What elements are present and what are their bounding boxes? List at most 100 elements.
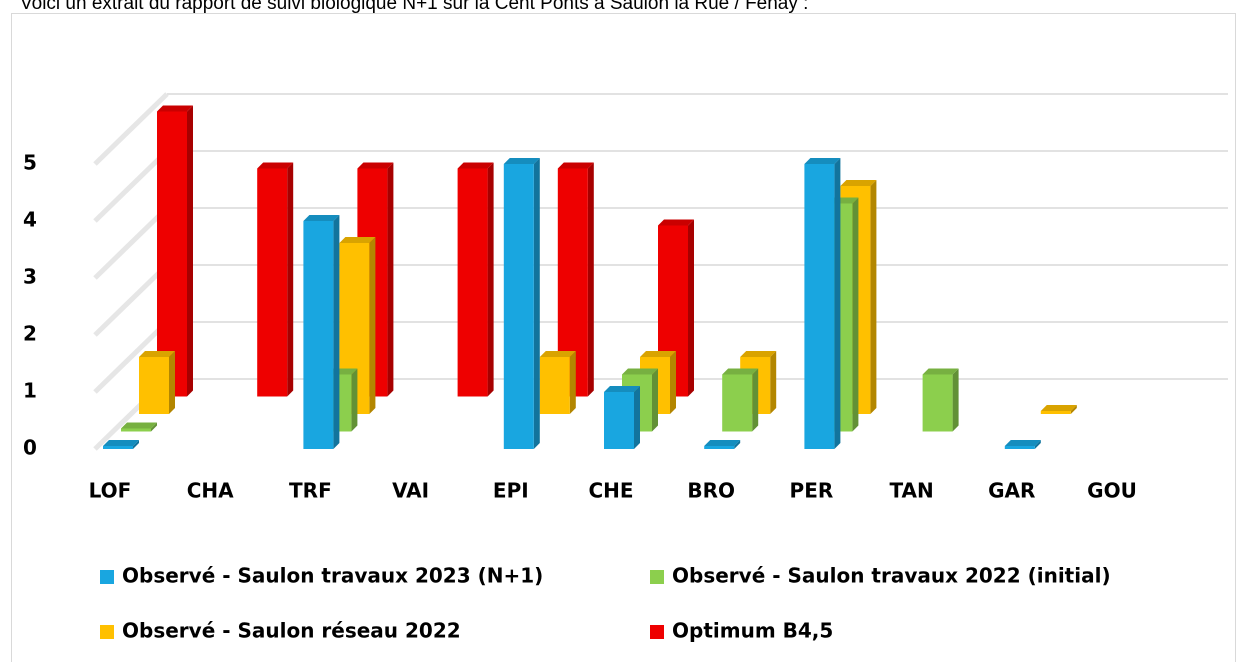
grid-line-side bbox=[93, 92, 169, 166]
bar-side bbox=[569, 351, 576, 414]
legend-swatch bbox=[100, 625, 114, 639]
bar bbox=[157, 105, 193, 397]
y-tick-label: 4 bbox=[23, 208, 37, 232]
bar-top bbox=[922, 368, 959, 375]
bar-side bbox=[752, 368, 759, 432]
legend-swatch bbox=[650, 570, 664, 584]
legend-swatch bbox=[650, 625, 664, 639]
bar-side bbox=[852, 197, 859, 432]
bar-top bbox=[139, 351, 175, 357]
bar-top bbox=[604, 386, 640, 392]
bar bbox=[922, 368, 959, 432]
bar bbox=[722, 368, 759, 432]
x-tick-label: TAN bbox=[889, 479, 933, 503]
bar-top bbox=[121, 422, 157, 429]
bar-side bbox=[734, 440, 741, 449]
bar-front bbox=[804, 164, 835, 449]
bar-front bbox=[121, 428, 151, 432]
grid-line-side bbox=[93, 149, 169, 223]
bar-side bbox=[634, 386, 640, 449]
bar-side bbox=[151, 422, 157, 432]
x-tick-label: EPI bbox=[493, 479, 529, 503]
bar-side bbox=[387, 162, 394, 397]
bar-front bbox=[139, 357, 169, 414]
x-tick-label: CHE bbox=[588, 479, 633, 503]
bar-top bbox=[840, 180, 877, 186]
bar bbox=[804, 158, 841, 449]
bar bbox=[139, 351, 175, 414]
bar-side bbox=[652, 368, 658, 432]
bar bbox=[457, 162, 494, 397]
bar bbox=[704, 440, 741, 449]
y-tick-label: 5 bbox=[23, 151, 37, 175]
bar bbox=[539, 351, 576, 414]
bar bbox=[604, 386, 640, 449]
bar-front bbox=[303, 221, 334, 449]
bar bbox=[503, 158, 540, 449]
grid-line-side bbox=[93, 206, 169, 280]
y-tick-label: 0 bbox=[23, 436, 37, 460]
bar-side bbox=[1070, 405, 1077, 414]
y-tick-label: 2 bbox=[23, 322, 37, 346]
bar-top bbox=[658, 219, 694, 226]
bar-top bbox=[640, 351, 676, 357]
legend-label: Observé - Saulon travaux 2023 (N+1) bbox=[122, 564, 543, 588]
bar-side bbox=[333, 215, 340, 449]
bar-side bbox=[870, 180, 877, 414]
x-tick-label: BRO bbox=[687, 479, 735, 503]
bar bbox=[303, 215, 340, 449]
bar-front bbox=[604, 392, 634, 449]
bar-side bbox=[1034, 440, 1041, 449]
bar-front bbox=[103, 446, 133, 449]
grid-line-side bbox=[93, 263, 169, 337]
bar-top bbox=[303, 215, 340, 221]
legend-swatch bbox=[100, 570, 114, 584]
bar bbox=[1004, 440, 1041, 449]
bar-front bbox=[539, 357, 570, 414]
bar-side bbox=[287, 162, 294, 397]
bar bbox=[103, 440, 139, 449]
bar-side bbox=[351, 368, 358, 432]
bar-front bbox=[457, 168, 488, 397]
bar-top bbox=[503, 158, 540, 164]
x-tick-label: GAR bbox=[988, 479, 1035, 503]
legend-label: Optimum B4,5 bbox=[672, 619, 833, 643]
bar-side bbox=[952, 368, 959, 432]
x-tick-label: PER bbox=[790, 479, 834, 503]
bar-side bbox=[670, 351, 676, 414]
bar-front bbox=[722, 374, 753, 432]
bar-front bbox=[157, 111, 187, 397]
x-tick-label: LOF bbox=[89, 479, 132, 503]
bar-top bbox=[1040, 405, 1077, 411]
intro-text: Voici un extrait du rapport de suivi bio… bbox=[20, 0, 809, 14]
bar-side bbox=[533, 158, 540, 449]
bar-top bbox=[339, 237, 376, 243]
bar-top bbox=[103, 440, 139, 446]
bar-side bbox=[169, 351, 175, 414]
x-tick-label: CHA bbox=[187, 479, 234, 503]
bar-side bbox=[487, 162, 494, 397]
bar-top bbox=[257, 162, 294, 169]
y-tick-label: 1 bbox=[23, 379, 37, 403]
bar-side bbox=[187, 105, 193, 397]
bar-side bbox=[369, 237, 376, 414]
bar-side bbox=[688, 219, 694, 397]
bar-top bbox=[1004, 440, 1041, 446]
bar bbox=[121, 422, 157, 432]
bar-front bbox=[503, 164, 534, 449]
bar-top bbox=[539, 351, 576, 357]
bar-front bbox=[922, 374, 953, 432]
legend-label: Observé - Saulon travaux 2022 (initial) bbox=[672, 564, 1111, 588]
y-tick-label: 3 bbox=[23, 265, 37, 289]
bar-side bbox=[834, 158, 841, 449]
bar-front bbox=[1004, 446, 1035, 449]
bar-top bbox=[804, 158, 841, 164]
x-tick-label: VAI bbox=[392, 479, 429, 503]
bar-top bbox=[704, 440, 741, 446]
bar-side bbox=[770, 351, 777, 414]
bar-side bbox=[133, 440, 139, 449]
x-tick-label: TRF bbox=[289, 479, 332, 503]
grid-line-side bbox=[93, 320, 169, 394]
